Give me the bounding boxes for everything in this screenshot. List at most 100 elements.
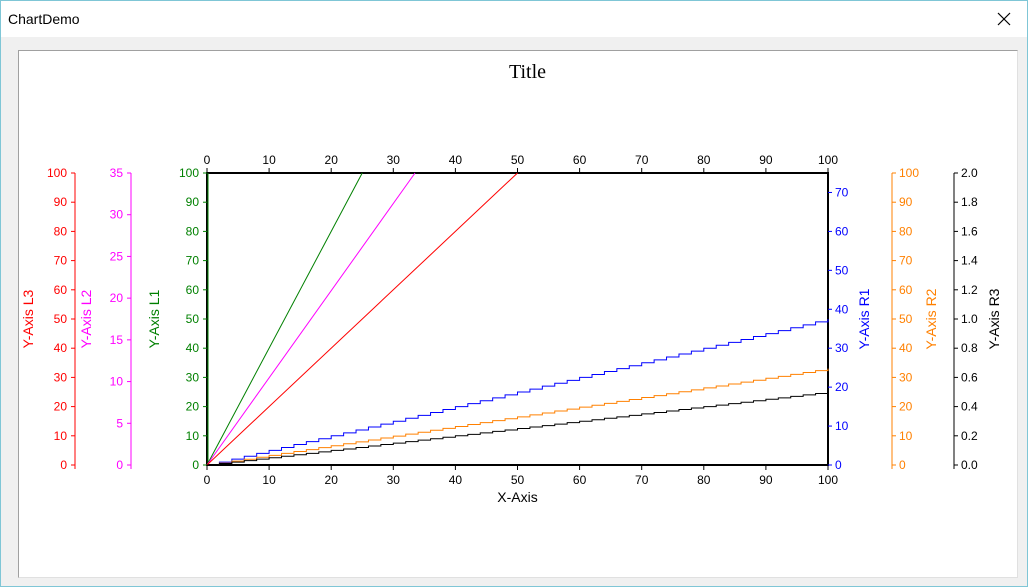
y-tick-label-r1: 50 — [835, 263, 849, 277]
y-tick-label-r2: 40 — [899, 341, 913, 355]
y-tick-label-l1: 100 — [179, 166, 199, 180]
close-icon — [997, 12, 1011, 26]
x-tick-label-top: 50 — [511, 153, 525, 167]
y-tick-label-r1: 10 — [835, 419, 849, 433]
window-title: ChartDemo — [8, 11, 80, 27]
x-tick-label: 50 — [511, 473, 525, 487]
x-tick-label: 90 — [759, 473, 773, 487]
y-tick-label-l2: 15 — [110, 333, 124, 347]
y-axis-label-l3: Y-Axis L3 — [20, 289, 36, 348]
series-line-r2 — [207, 368, 829, 466]
chart-title: Title — [509, 61, 546, 83]
y-tick-label-l2: 10 — [110, 375, 124, 389]
y-tick-label-r1: 40 — [835, 302, 849, 316]
client-area: Title 0 0 10 10 20 20 30 30 40 40 50 50 60 60 70 70 80 80 9… — [1, 37, 1027, 586]
y-tick-label-l3: 70 — [54, 254, 68, 268]
y-tick-label-l1: 20 — [186, 400, 200, 414]
y-axis-label-l1: Y-Axis L1 — [146, 289, 162, 348]
y-tick-label-l1: 10 — [186, 429, 200, 443]
y-tick-label-r2: 80 — [899, 224, 913, 238]
x-tick-label-top: 40 — [449, 153, 463, 167]
series-line-l2 — [206, 172, 416, 466]
series-line-r3 — [207, 392, 829, 466]
y-tick-label-l3: 60 — [54, 283, 68, 297]
y-tick-label-r3: 0.4 — [961, 400, 978, 414]
y-tick-label-r3: 0.6 — [961, 370, 978, 384]
y-axis-label-r3: Y-Axis R3 — [986, 288, 1002, 349]
y-tick-label-l1: 40 — [186, 341, 200, 355]
y-tick-label-l2: 30 — [110, 208, 124, 222]
y-tick-label-l2: 20 — [110, 291, 124, 305]
y-tick-label-l2: 0 — [116, 458, 123, 472]
y-tick-label-r2: 60 — [899, 283, 913, 297]
y-tick-label-l3: 90 — [54, 195, 68, 209]
x-tick-label: 100 — [818, 473, 838, 487]
y-tick-label-r1: 20 — [835, 380, 849, 394]
y-tick-label-r2: 100 — [899, 166, 919, 180]
y-tick-label-l3: 100 — [47, 166, 67, 180]
y-tick-label-l1: 50 — [186, 312, 200, 326]
y-tick-label-l3: 10 — [54, 429, 68, 443]
y-tick-label-r2: 50 — [899, 312, 913, 326]
y-tick-label-r2: 0 — [899, 458, 906, 472]
y-tick-label-r1: 70 — [835, 185, 849, 199]
x-tick-label-top: 20 — [325, 153, 339, 167]
series-line-l3 — [206, 172, 518, 466]
x-tick-label-top: 80 — [697, 153, 711, 167]
y-tick-label-r3: 1.6 — [961, 224, 978, 238]
series-line-l1 — [206, 172, 363, 466]
y-tick-label-r1: 0 — [835, 458, 842, 472]
y-tick-label-r2: 10 — [899, 429, 913, 443]
y-tick-label-l3: 0 — [60, 458, 67, 472]
y-axis-label-r1: Y-Axis R1 — [856, 288, 872, 349]
x-tick-label-top: 0 — [204, 153, 211, 167]
y-axis-label-r2: Y-Axis R2 — [923, 288, 939, 349]
plot-frame — [206, 172, 829, 466]
y-tick-label-l2: 35 — [110, 166, 124, 180]
series-line-r1 — [207, 319, 829, 466]
x-tick-label: 20 — [325, 473, 339, 487]
x-tick-label: 70 — [635, 473, 649, 487]
y-tick-label-l1: 60 — [186, 283, 200, 297]
y-tick-label-l3: 30 — [54, 370, 68, 384]
x-tick-label: 40 — [449, 473, 463, 487]
x-tick-label-top: 90 — [759, 153, 773, 167]
y-tick-label-r3: 1.8 — [961, 195, 978, 209]
y-tick-label-r1: 60 — [835, 224, 849, 238]
y-tick-label-l1: 70 — [186, 254, 200, 268]
y-tick-label-r3: 0.0 — [961, 458, 978, 472]
y-tick-label-l2: 5 — [116, 416, 123, 430]
y-tick-label-r2: 70 — [899, 254, 913, 268]
x-tick-label-top: 70 — [635, 153, 649, 167]
x-tick-label: 60 — [573, 473, 587, 487]
chart-panel: Title 0 0 10 10 20 20 30 30 40 40 50 50 60 60 70 70 80 80 9… — [18, 50, 1018, 578]
y-tick-label-r3: 1.2 — [961, 283, 978, 297]
y-tick-label-r1: 30 — [835, 341, 849, 355]
x-tick-label: 10 — [262, 473, 276, 487]
y-tick-label-r2: 30 — [899, 370, 913, 384]
x-tick-label-top: 60 — [573, 153, 587, 167]
x-tick-label: 30 — [387, 473, 401, 487]
x-tick-label: 80 — [697, 473, 711, 487]
y-tick-label-l2: 25 — [110, 249, 124, 263]
y-tick-label-l1: 80 — [186, 224, 200, 238]
x-tick-label-top: 10 — [262, 153, 276, 167]
y-axis-label-l2: Y-Axis L2 — [78, 289, 94, 348]
close-button[interactable] — [981, 1, 1027, 37]
y-tick-label-l3: 80 — [54, 224, 68, 238]
y-tick-label-r3: 1.0 — [961, 312, 978, 326]
y-tick-label-l1: 0 — [192, 458, 199, 472]
y-tick-label-l1: 30 — [186, 370, 200, 384]
y-tick-label-l3: 40 — [54, 341, 68, 355]
y-tick-label-r2: 90 — [899, 195, 913, 209]
x-tick-label: 0 — [204, 473, 211, 487]
title-bar: ChartDemo — [1, 1, 1027, 37]
y-tick-label-r3: 1.4 — [961, 254, 978, 268]
y-tick-label-r3: 2.0 — [961, 166, 978, 180]
y-tick-label-r3: 0.8 — [961, 341, 978, 355]
y-tick-label-l1: 90 — [186, 195, 200, 209]
y-tick-label-r3: 0.2 — [961, 429, 978, 443]
chart: Title00101020203030404050506060707080809… — [20, 61, 1002, 505]
x-tick-label-top: 100 — [818, 153, 838, 167]
